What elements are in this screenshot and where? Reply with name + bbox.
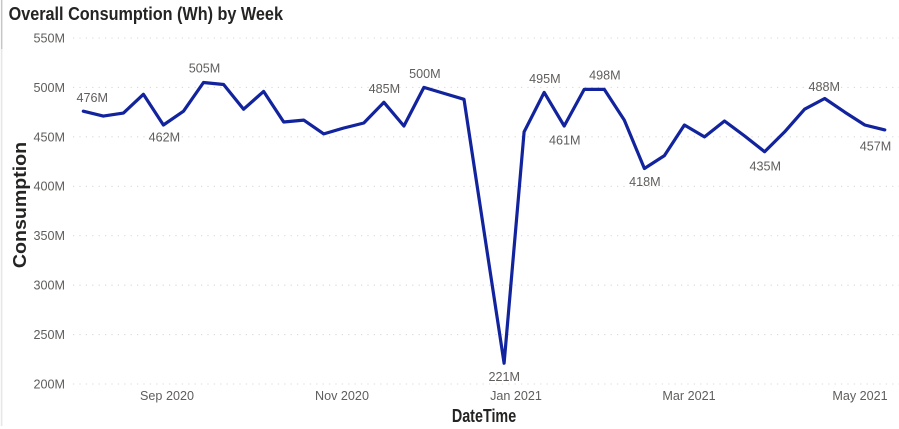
svg-text:300M: 300M xyxy=(33,279,65,293)
svg-text:476M: 476M xyxy=(77,91,109,105)
svg-text:Overall Consumption (Wh) by We: Overall Consumption (Wh) by Week xyxy=(9,3,284,24)
svg-text:488M: 488M xyxy=(809,80,841,94)
svg-text:200M: 200M xyxy=(33,377,65,391)
svg-text:462M: 462M xyxy=(149,131,181,145)
svg-text:500M: 500M xyxy=(409,67,441,81)
svg-text:498M: 498M xyxy=(589,69,621,83)
svg-text:505M: 505M xyxy=(189,62,221,76)
svg-text:495M: 495M xyxy=(529,72,561,86)
svg-text:DateTime: DateTime xyxy=(452,407,516,427)
svg-text:221M: 221M xyxy=(489,370,521,384)
svg-text:450M: 450M xyxy=(33,130,65,144)
svg-text:461M: 461M xyxy=(549,134,581,148)
svg-text:Jan 2021: Jan 2021 xyxy=(490,389,542,403)
svg-text:457M: 457M xyxy=(860,140,892,154)
svg-text:May 2021: May 2021 xyxy=(832,389,887,403)
svg-text:550M: 550M xyxy=(33,31,65,45)
svg-text:Consumption: Consumption xyxy=(10,142,30,268)
svg-text:485M: 485M xyxy=(369,82,401,96)
svg-text:Sep 2020: Sep 2020 xyxy=(140,389,194,403)
svg-text:Mar 2021: Mar 2021 xyxy=(662,389,715,403)
svg-text:250M: 250M xyxy=(33,328,65,342)
svg-text:400M: 400M xyxy=(33,180,65,194)
svg-text:435M: 435M xyxy=(750,160,782,174)
svg-text:500M: 500M xyxy=(33,81,65,95)
svg-text:418M: 418M xyxy=(629,175,661,189)
svg-text:Nov 2020: Nov 2020 xyxy=(315,389,369,403)
svg-text:350M: 350M xyxy=(33,229,65,243)
